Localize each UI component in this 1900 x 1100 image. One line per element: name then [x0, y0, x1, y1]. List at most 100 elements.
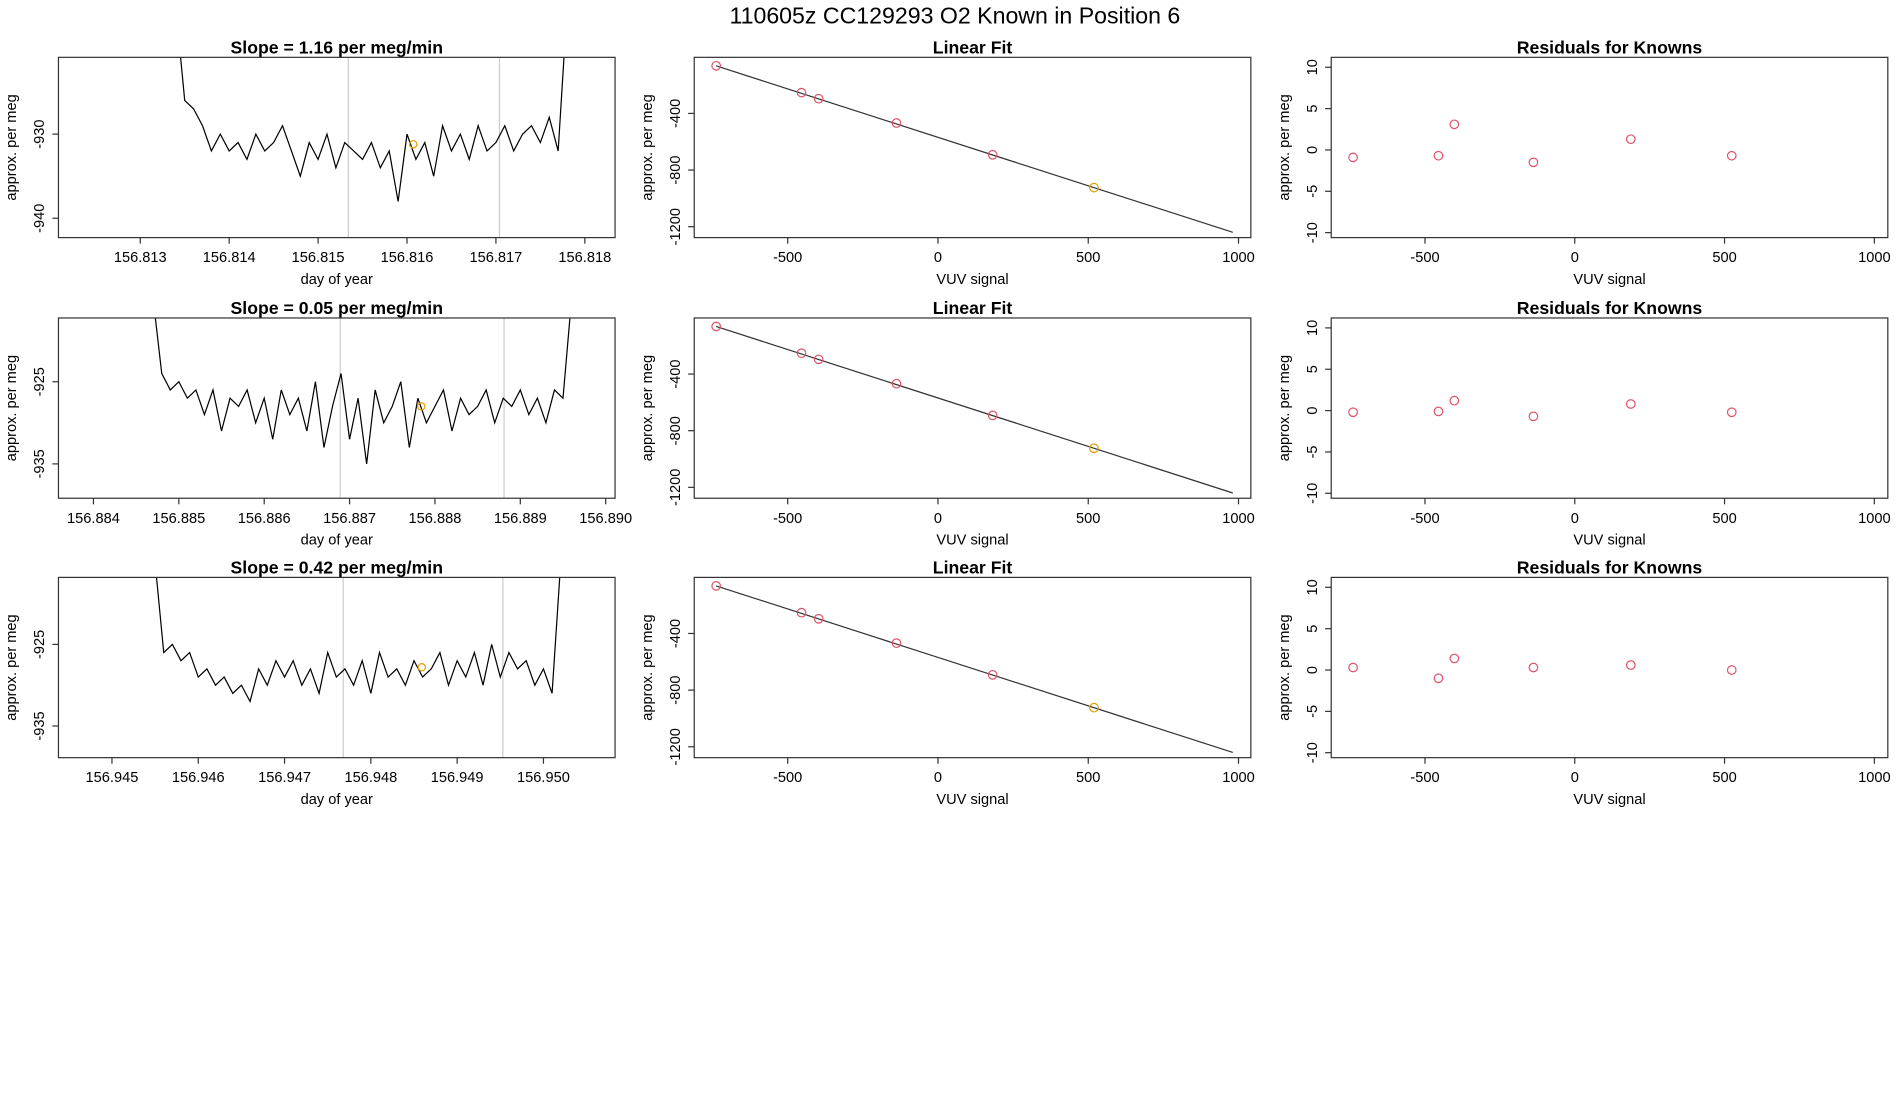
panel-title: Residuals for Knowns: [1517, 37, 1703, 57]
x-axis-label: VUV signal: [1573, 792, 1645, 808]
y-tick-label: -400: [668, 619, 684, 648]
y-tick-label: -935: [32, 449, 48, 478]
x-tick-label: 156.884: [67, 511, 120, 527]
y-tick-label: -5: [1305, 185, 1321, 198]
y-tick-label: -400: [668, 99, 684, 128]
fit-line: [715, 585, 1233, 754]
panel-title: Linear Fit: [933, 298, 1013, 318]
plot-frame: [693, 576, 1252, 759]
y-axis-label: approx. per meg: [640, 94, 656, 200]
point: [1348, 152, 1358, 163]
x-tick-label: 156.813: [114, 250, 167, 266]
point: [891, 378, 902, 389]
x-tick-label: 156.887: [323, 511, 376, 527]
y-tick-label: -5: [1305, 445, 1321, 458]
point: [1449, 653, 1460, 664]
plot-area: [154, 317, 571, 499]
y-tick-label: 0: [1305, 407, 1321, 415]
x-tick-label: 156.945: [86, 770, 139, 786]
point: [796, 607, 807, 618]
y-axis-label: approx. per meg: [1277, 94, 1293, 200]
x-tick-label: 156.817: [470, 250, 523, 266]
x-tick-label: 156.814: [203, 250, 256, 266]
point: [891, 638, 902, 648]
point: [1348, 407, 1358, 418]
y-axis-label: approx. per meg: [1277, 614, 1293, 720]
y-tick-label: 5: [1305, 365, 1321, 373]
y-tick-label: 5: [1305, 625, 1321, 633]
plot-frame: [1330, 576, 1889, 759]
y-tick-label: -930: [32, 120, 48, 149]
point: [891, 118, 902, 128]
x-tick-label: 156.890: [579, 511, 632, 527]
point: [1528, 157, 1539, 168]
point: [1089, 443, 1099, 454]
point: [711, 581, 722, 591]
point: [1528, 662, 1539, 673]
panel-title: Residuals for Knowns: [1517, 558, 1703, 578]
data-line: [155, 577, 561, 704]
data-line: [154, 317, 571, 464]
point: [987, 410, 998, 421]
point: [813, 93, 824, 104]
point: [1433, 406, 1444, 417]
point: [1089, 702, 1099, 713]
plot-frame: [1330, 56, 1889, 239]
x-tick-label: 1000: [1858, 511, 1891, 527]
point: [987, 669, 998, 680]
y-tick-label: -5: [1305, 705, 1321, 718]
point: [796, 348, 807, 359]
x-tick-label: -500: [1410, 770, 1439, 786]
y-tick-label: -400: [668, 359, 684, 388]
y-tick-label: -925: [32, 367, 48, 396]
highlight-point: [408, 139, 418, 149]
plot-frame: [1330, 317, 1889, 499]
x-tick-label: 500: [1076, 770, 1100, 786]
y-axis-label: approx. per meg: [640, 614, 656, 720]
panel-title: Slope = 0.05 per meg/min: [231, 298, 443, 318]
x-tick-label: 0: [1571, 770, 1579, 786]
point: [711, 321, 722, 332]
point: [1625, 660, 1636, 670]
x-tick-label: 156.946: [172, 770, 225, 786]
figure-title: 110605z CC129293 O2 Known in Position 6: [729, 2, 1180, 28]
x-tick-label: 0: [934, 511, 942, 527]
x-tick-label: 156.947: [258, 770, 311, 786]
point: [1348, 662, 1358, 673]
y-axis-label: approx. per meg: [4, 355, 20, 461]
x-tick-label: 156.888: [409, 511, 462, 527]
y-tick-label: -10: [1305, 742, 1321, 763]
y-tick-label: 0: [1305, 146, 1321, 154]
point: [711, 60, 722, 71]
x-tick-label: 500: [1712, 250, 1736, 266]
x-tick-label: 1000: [1858, 250, 1891, 266]
y-tick-label: 5: [1305, 105, 1321, 113]
point: [1449, 119, 1460, 130]
point: [1625, 134, 1636, 145]
panel-title: Slope = 1.16 per meg/min: [231, 37, 443, 57]
x-axis-label: VUV signal: [936, 533, 1008, 549]
highlight-point: [417, 662, 427, 672]
x-tick-label: -500: [773, 770, 802, 786]
plot-area: [1348, 395, 1737, 422]
x-tick-label: 156.886: [238, 511, 291, 527]
panel-title: Linear Fit: [933, 37, 1013, 57]
plot-area: [1348, 119, 1737, 168]
y-tick-label: -800: [668, 675, 684, 704]
x-tick-label: 0: [934, 770, 942, 786]
y-tick-label: 10: [1305, 59, 1321, 75]
x-tick-label: -500: [773, 511, 802, 527]
x-axis-label: VUV signal: [936, 792, 1008, 808]
plot-frame: [57, 56, 616, 239]
y-tick-label: -800: [668, 416, 684, 445]
highlight-point: [417, 402, 426, 411]
x-tick-label: 156.889: [494, 511, 547, 527]
x-tick-label: 1000: [1222, 770, 1255, 786]
y-tick-label: -10: [1305, 483, 1321, 504]
point: [1089, 182, 1099, 193]
point: [1726, 407, 1737, 418]
x-tick-label: 156.885: [152, 511, 205, 527]
y-tick-label: -925: [32, 630, 48, 659]
plot-frame: [693, 317, 1252, 499]
y-tick-label: -1200: [668, 208, 684, 245]
